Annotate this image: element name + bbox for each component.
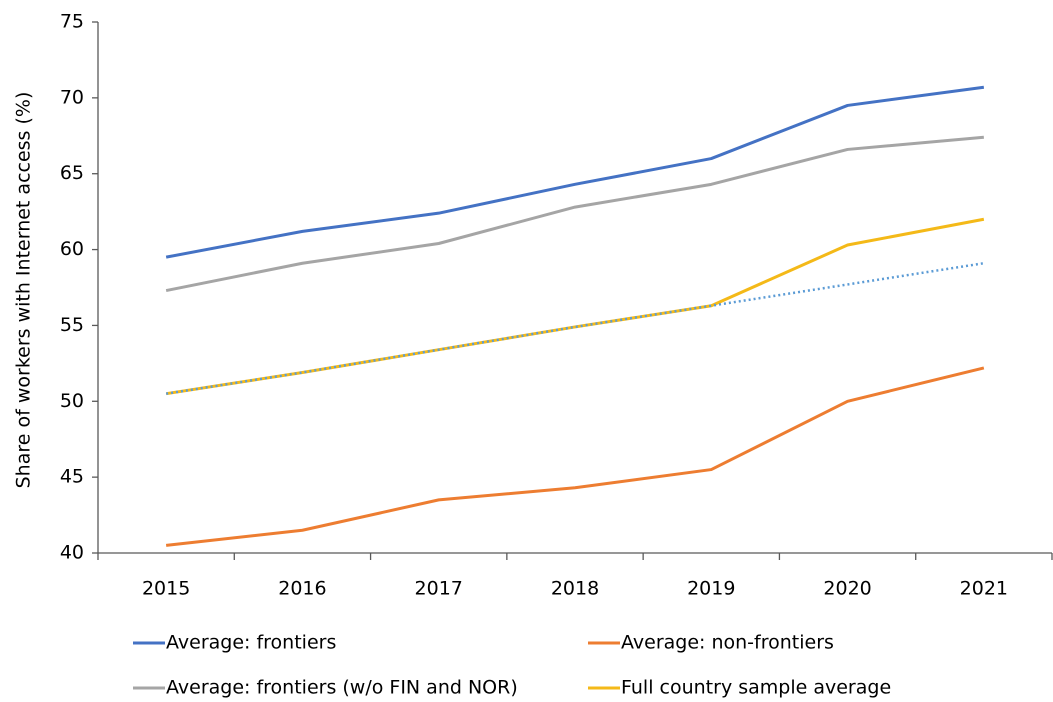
x-tick-label: 2019 [687, 578, 735, 600]
x-tick-label: 2021 [960, 578, 1008, 600]
series-line [165, 261, 985, 395]
legend-label: Average: frontiers (w/o FIN and NOR) [166, 677, 518, 699]
series-line [165, 366, 985, 547]
y-tick-label: 45 [60, 466, 84, 488]
legend-label: Full country sample average [621, 677, 891, 699]
legend-label: Average: non-frontiers [621, 632, 834, 654]
series-line [165, 85, 985, 259]
y-axis-label: Share of workers with Internet access (%… [13, 92, 35, 489]
y-tick-label: 40 [60, 542, 84, 564]
y-tick-label: 65 [60, 162, 84, 184]
y-tick-label: 70 [60, 86, 84, 108]
x-tick-label: 2018 [551, 578, 599, 600]
y-tick-label: 60 [60, 238, 84, 260]
y-tick-label: 55 [60, 314, 84, 336]
legend-label: Average: frontiers [166, 632, 336, 654]
series-line [165, 135, 984, 293]
y-tick-label: 75 [60, 11, 84, 33]
x-tick-label: 2020 [823, 578, 871, 600]
series-line [165, 217, 985, 396]
x-tick-label: 2015 [142, 578, 190, 600]
y-tick-label: 50 [60, 390, 84, 412]
x-tick-label: 2017 [415, 578, 463, 600]
x-tick-label: 2016 [278, 578, 326, 600]
